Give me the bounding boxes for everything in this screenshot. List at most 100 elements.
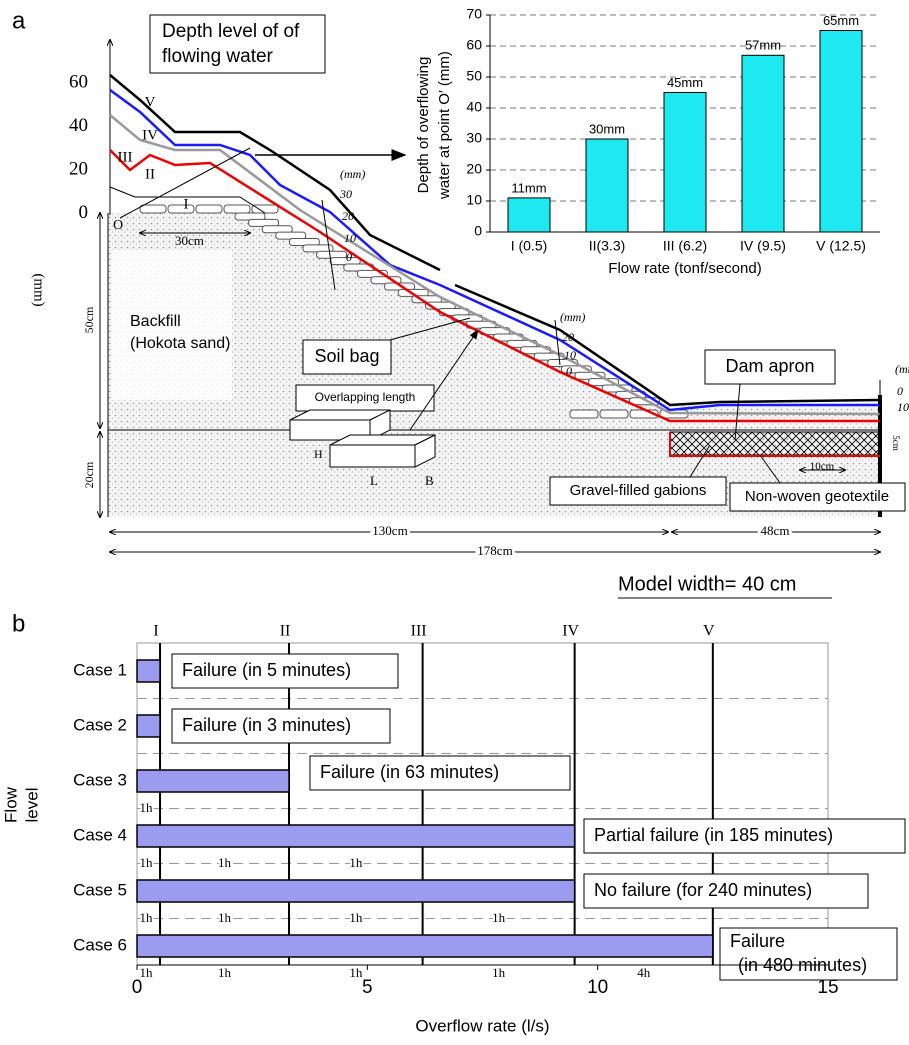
x-tick-label: IV (9.5) — [740, 238, 786, 254]
x-axis-label: Flow rate (tonf/second) — [608, 260, 761, 277]
flow-level-label: I — [153, 623, 158, 640]
y-tick-label: Case 3 — [73, 770, 127, 789]
y-axis-label: Flow — [1, 786, 20, 823]
bag-sketch — [414, 434, 436, 468]
annotation: Partial failure (in 185 minutes) — [594, 825, 833, 845]
pointer — [759, 454, 781, 484]
label: (mm) — [560, 310, 585, 324]
y-tick-label: Case 6 — [73, 935, 127, 954]
bar — [136, 714, 161, 738]
label: 20cm — [82, 461, 96, 488]
value-label: 57mm — [745, 38, 781, 53]
annotation-box — [583, 818, 906, 854]
annotation-box — [171, 653, 399, 689]
label: 10 — [344, 231, 356, 245]
label: 5cm — [891, 435, 901, 451]
depth-tick: 40 — [69, 115, 88, 136]
value-label: 45mm — [667, 75, 703, 90]
flow-line-label: II — [145, 166, 155, 182]
flow-line-label: V — [145, 94, 156, 110]
y-tick-label: 60 — [466, 37, 482, 53]
annotation: Failure (in 63 minutes) — [320, 762, 499, 782]
bag-sketch — [369, 409, 391, 441]
water-line-ii — [109, 149, 880, 423]
bag-sketch — [329, 444, 416, 468]
label: (mm) — [895, 362, 909, 376]
origin-pointer — [119, 147, 251, 219]
annotation-box — [309, 755, 571, 791]
label: 20 — [562, 330, 574, 344]
label: 30cm — [175, 233, 204, 248]
y-tick-label: Case 5 — [73, 880, 127, 899]
duration-label: 1h — [218, 910, 232, 925]
duration-label: 4h — [637, 965, 651, 980]
y-tick-label: 20 — [466, 161, 482, 177]
label: Gravel-filled gabions — [570, 482, 707, 499]
annotation: Failure (in 3 minutes) — [182, 715, 351, 735]
depth-tick: 20 — [69, 158, 88, 179]
y-tick-label: 30 — [466, 130, 482, 146]
title-box — [149, 14, 326, 74]
x-axis-label: Overflow rate (l/s) — [415, 1016, 549, 1035]
water-line-v — [454, 283, 881, 407]
gabion-box — [549, 476, 727, 506]
apron-box — [704, 349, 836, 385]
label: 48cm — [761, 523, 790, 538]
bar — [585, 138, 629, 233]
embankment-diagram — [100, 14, 906, 599]
y-tick-label: 70 — [466, 6, 482, 22]
pointer — [689, 444, 711, 478]
overlap-box — [295, 384, 435, 412]
x-tick-label: V (12.5) — [816, 238, 866, 254]
label: flowing water — [162, 46, 274, 67]
flow-level-label: IV — [562, 623, 579, 640]
x-tick-label: I (0.5) — [511, 238, 548, 254]
bar — [136, 659, 161, 683]
label: (mm) — [340, 167, 365, 181]
soil-bag-box — [302, 339, 392, 375]
slope-scale — [554, 319, 561, 366]
y-tick-label: 50 — [466, 68, 482, 84]
label: 0 — [566, 364, 572, 378]
soil-bag — [167, 204, 195, 214]
bar — [136, 934, 714, 958]
label: B — [425, 473, 434, 488]
label: 10cm — [810, 461, 835, 473]
bar — [136, 824, 576, 848]
y-tick-label: Case 1 — [73, 660, 127, 679]
label: 178cm — [477, 543, 512, 558]
label: 0 — [897, 384, 903, 398]
label: (Hokota sand) — [130, 335, 231, 352]
water-line-iii — [109, 114, 881, 416]
x-tick-label: II(3.3) — [589, 238, 626, 254]
label: H — [314, 447, 323, 461]
pointer — [734, 383, 741, 441]
label: 10 — [897, 400, 909, 414]
bar — [819, 30, 863, 233]
y-axis-label: Depth of overflowing — [415, 57, 432, 194]
annotation: Failure — [730, 931, 785, 951]
y-tick-label: Case 2 — [73, 715, 127, 734]
soil-bag — [223, 204, 251, 214]
label: 130cm — [372, 523, 407, 538]
label: 0 — [346, 250, 352, 264]
x-tick-label: 0 — [132, 977, 143, 998]
soil-bag — [251, 204, 279, 214]
x-tick-label: 5 — [362, 977, 373, 998]
label: b — [12, 610, 25, 637]
gabions — [669, 431, 881, 456]
annotation-box — [583, 873, 869, 909]
value-label: 30mm — [589, 121, 625, 136]
soil-bag — [569, 409, 599, 419]
axes — [489, 15, 880, 233]
label: 10 — [564, 348, 576, 362]
water-line-i — [109, 186, 266, 214]
depth-tick: 0 — [79, 202, 89, 223]
soil-bag — [195, 204, 223, 214]
flow-level-label: III — [411, 623, 427, 640]
duration-label: 1h — [349, 910, 363, 925]
label: Model width= 40 cm — [618, 573, 796, 595]
value-label: 11mm — [511, 180, 546, 195]
label: Dam apron — [725, 356, 814, 376]
